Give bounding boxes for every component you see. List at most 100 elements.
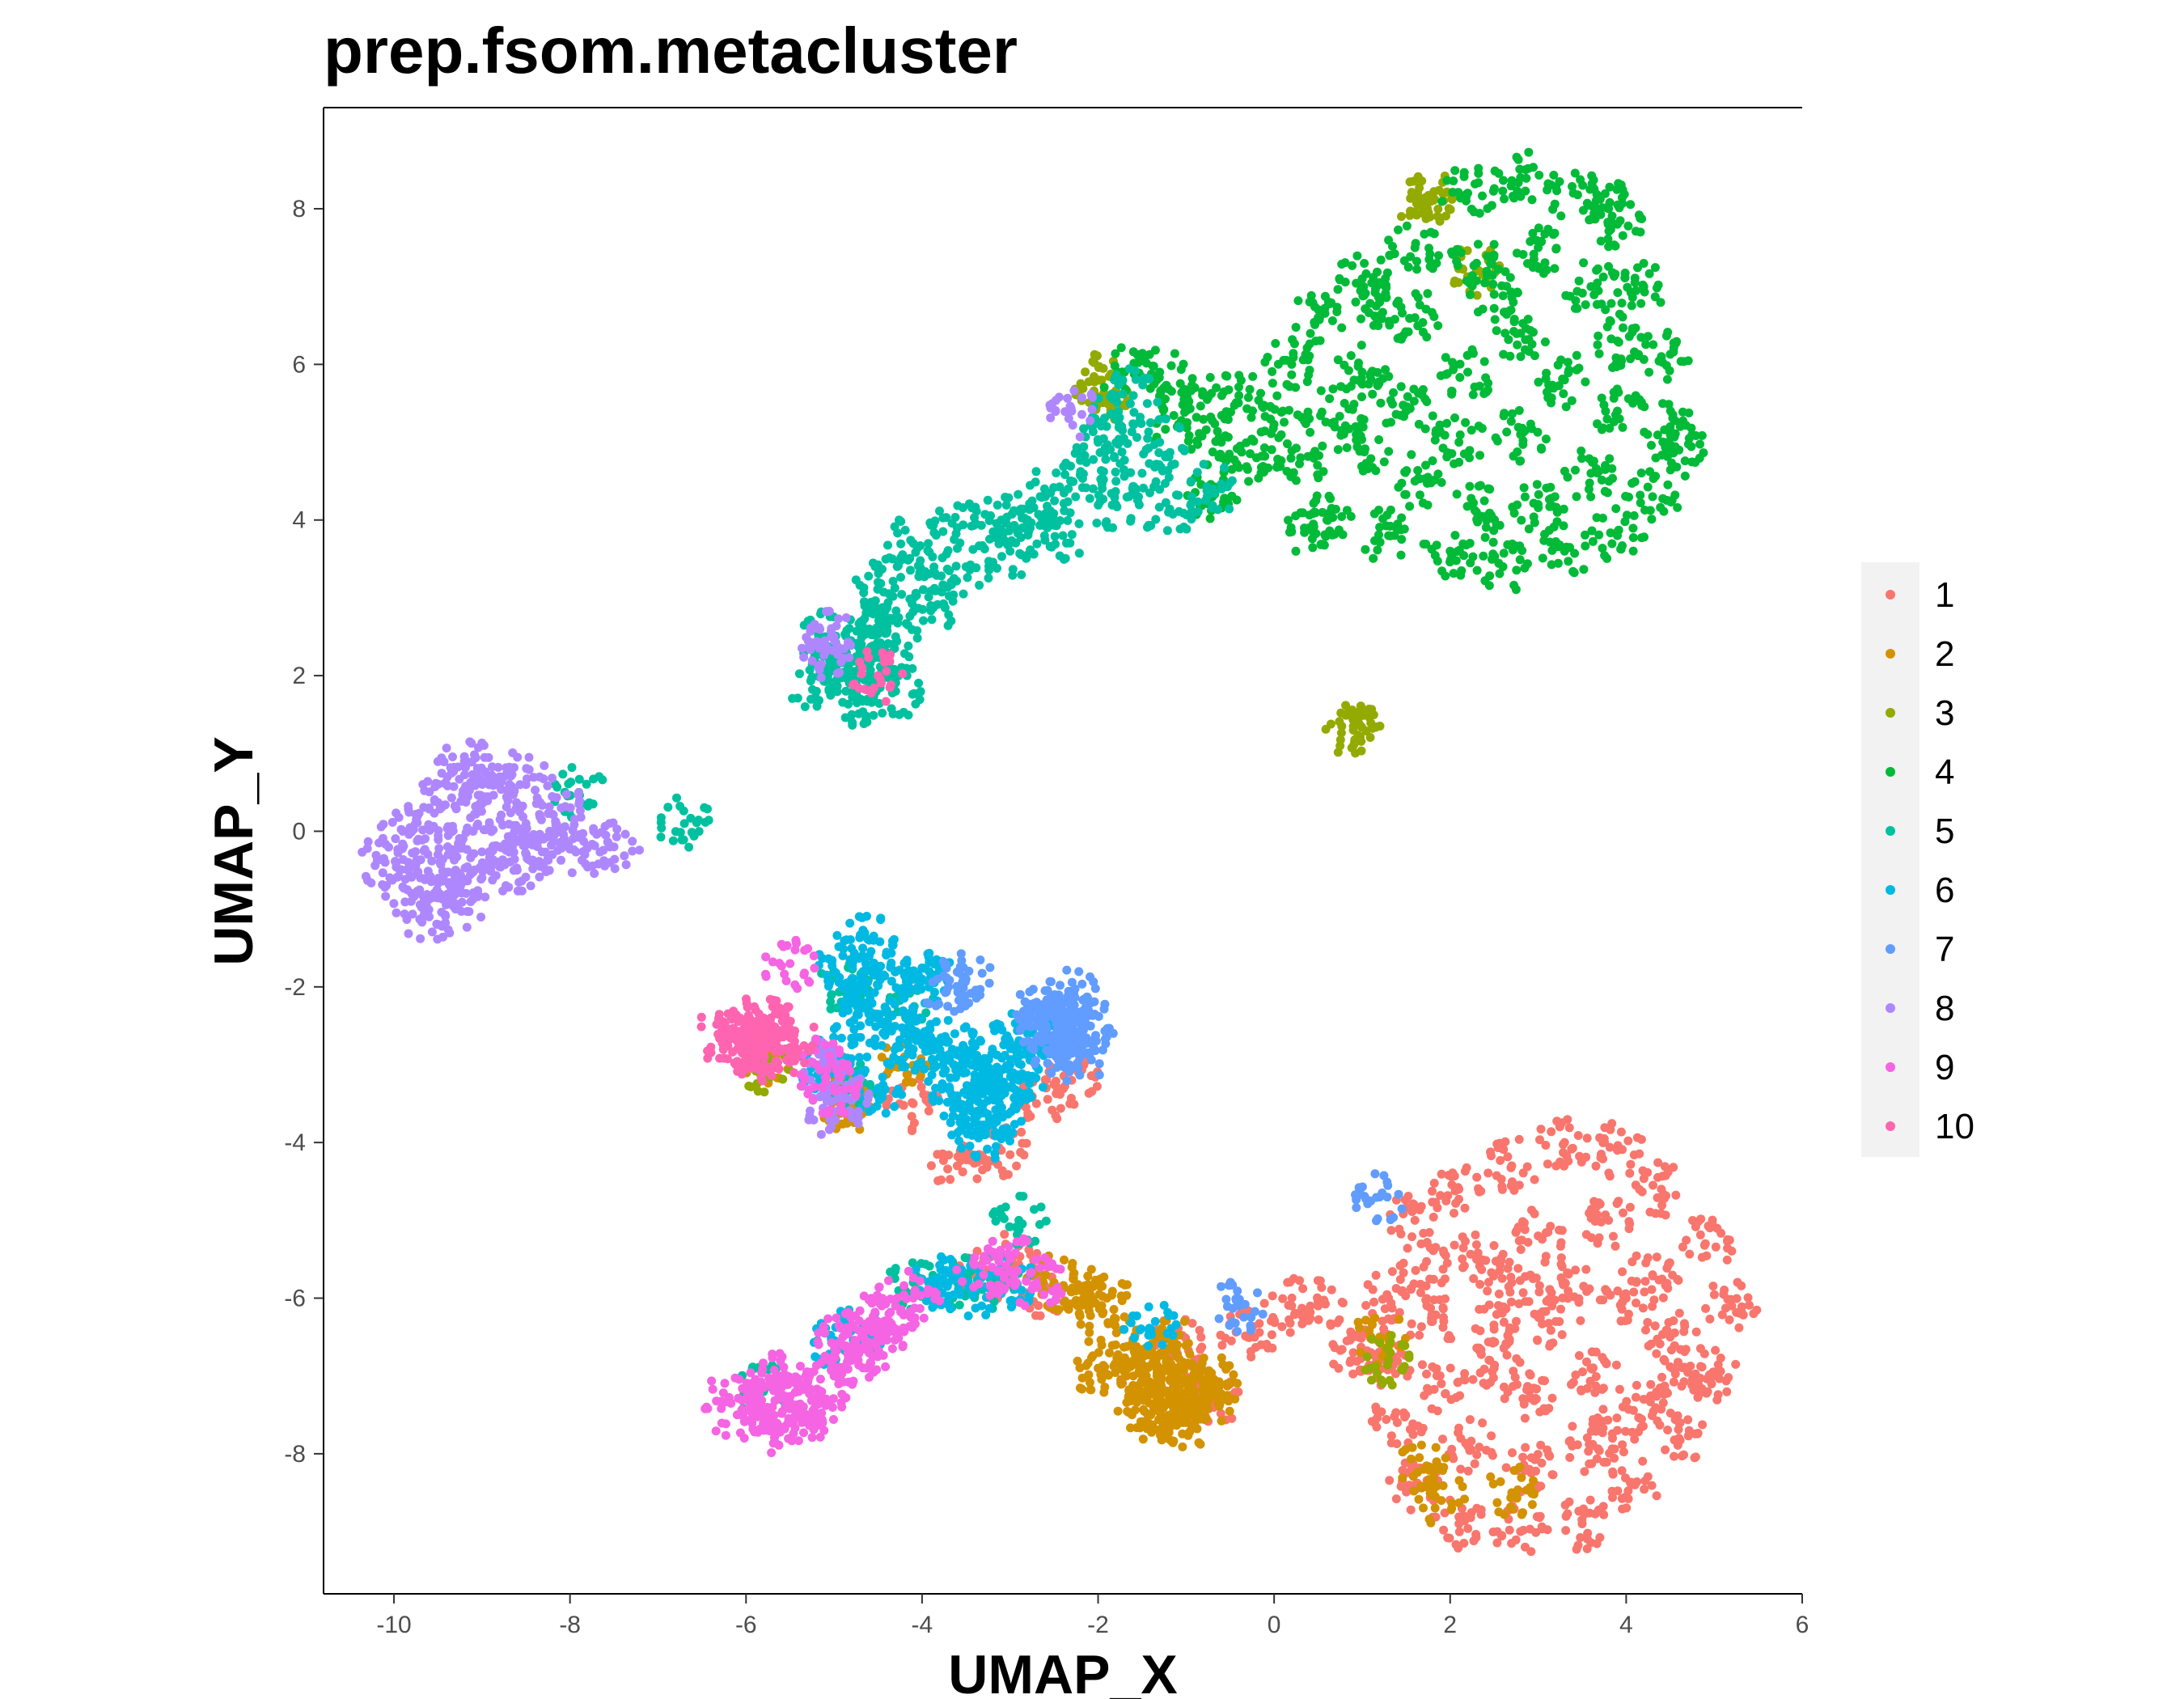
data-point xyxy=(1612,1413,1622,1423)
data-point xyxy=(1111,1328,1121,1337)
data-point xyxy=(1059,462,1069,472)
data-point xyxy=(1423,472,1433,482)
data-point xyxy=(1474,1184,1483,1193)
data-point xyxy=(1060,506,1069,515)
data-point xyxy=(1313,460,1323,470)
data-point xyxy=(891,606,901,616)
data-point xyxy=(1476,1345,1486,1354)
data-point xyxy=(1472,1172,1482,1182)
data-point xyxy=(1433,204,1443,214)
data-point xyxy=(1317,1282,1327,1292)
data-point xyxy=(905,553,915,563)
y-tick-label: -6 xyxy=(284,1286,306,1312)
data-point xyxy=(1552,507,1562,517)
y-tick-label: 2 xyxy=(292,663,306,689)
data-point xyxy=(1581,1265,1591,1274)
data-point xyxy=(1495,520,1505,530)
data-point xyxy=(1434,185,1444,195)
data-point xyxy=(1463,1466,1473,1476)
data-point xyxy=(1596,1218,1606,1227)
data-point xyxy=(1414,419,1424,429)
data-point xyxy=(694,827,704,837)
data-point xyxy=(1136,413,1145,422)
data-point xyxy=(944,610,954,620)
data-point xyxy=(1080,1282,1089,1290)
data-point xyxy=(1682,1235,1691,1245)
data-point xyxy=(1547,1470,1557,1480)
data-point xyxy=(1492,1538,1502,1548)
data-point xyxy=(1328,1340,1338,1349)
data-point xyxy=(1538,1235,1547,1244)
data-point xyxy=(1178,1442,1187,1451)
data-point xyxy=(1342,506,1352,515)
data-point xyxy=(574,774,584,784)
data-point xyxy=(1086,1265,1096,1274)
data-point xyxy=(896,517,906,526)
data-point xyxy=(1543,1159,1552,1169)
data-point xyxy=(883,639,893,648)
data-point xyxy=(1508,1505,1517,1514)
data-point xyxy=(1508,409,1517,418)
data-point xyxy=(1143,434,1153,443)
data-point xyxy=(1368,389,1378,399)
data-point xyxy=(1454,1527,1464,1536)
data-point xyxy=(878,565,887,574)
data-point xyxy=(1613,1426,1622,1435)
data-point xyxy=(1428,456,1437,465)
data-point xyxy=(1603,1415,1613,1425)
data-point xyxy=(1377,1375,1386,1385)
data-point xyxy=(865,668,874,678)
data-point xyxy=(1438,443,1448,453)
data-point xyxy=(1437,477,1446,487)
data-point xyxy=(921,1008,931,1018)
data-point xyxy=(870,561,880,571)
data-point xyxy=(1640,506,1649,515)
data-point xyxy=(1120,472,1129,481)
data-point xyxy=(1641,1258,1651,1268)
data-point xyxy=(1361,544,1370,554)
data-point xyxy=(1550,1295,1560,1305)
data-point xyxy=(1616,1316,1626,1326)
data-point xyxy=(1186,477,1196,486)
data-point xyxy=(1522,1485,1532,1495)
data-point xyxy=(1152,1360,1162,1370)
data-point xyxy=(1352,251,1362,261)
data-point xyxy=(1418,328,1428,337)
data-point xyxy=(1407,1207,1417,1217)
data-point xyxy=(1286,523,1296,532)
data-point xyxy=(1511,541,1521,551)
data-point xyxy=(1715,1374,1725,1383)
data-point xyxy=(1366,375,1376,384)
data-point xyxy=(1455,430,1465,439)
data-point xyxy=(1092,351,1102,361)
data-point xyxy=(1468,390,1478,400)
data-point xyxy=(994,539,1004,549)
data-point xyxy=(1569,1292,1579,1302)
data-point xyxy=(1100,1383,1110,1392)
data-point xyxy=(984,574,993,583)
data-point xyxy=(1306,290,1316,300)
data-point xyxy=(1424,1515,1434,1524)
data-point xyxy=(1691,1222,1700,1231)
data-point xyxy=(1502,1340,1512,1349)
data-point xyxy=(1356,1347,1365,1357)
data-point xyxy=(1623,1494,1633,1503)
data-point xyxy=(1647,1481,1657,1490)
data-point xyxy=(1396,550,1406,560)
data-point xyxy=(1467,1508,1476,1518)
data-point xyxy=(1651,453,1661,463)
data-point xyxy=(1432,1371,1441,1380)
data-point xyxy=(1627,301,1636,311)
data-point xyxy=(1087,1087,1097,1096)
data-point xyxy=(1531,1394,1541,1404)
data-point xyxy=(1475,1326,1485,1336)
data-point xyxy=(1721,1303,1730,1313)
data-point xyxy=(1557,1262,1567,1272)
data-point xyxy=(1200,1382,1208,1392)
data-point xyxy=(827,957,836,967)
data-point xyxy=(1541,1252,1551,1261)
y-tick-label: 6 xyxy=(292,351,306,378)
data-point xyxy=(1558,374,1568,383)
data-point xyxy=(668,836,678,845)
data-point xyxy=(999,1214,1009,1223)
